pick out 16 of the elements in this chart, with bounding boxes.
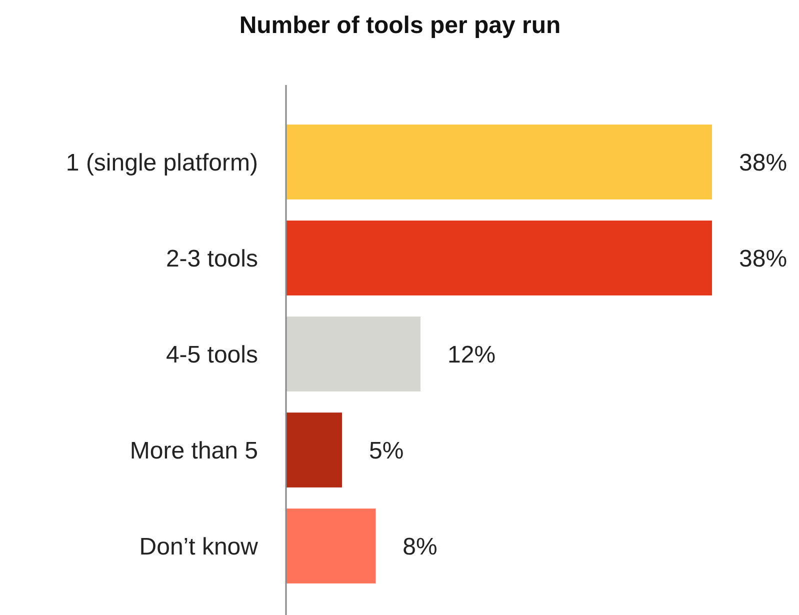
bar <box>286 316 421 392</box>
y-tick-label: More than 5 <box>130 437 258 464</box>
y-tick-label: Don’t know <box>139 533 259 560</box>
chart-title: Number of tools per pay run <box>239 12 561 39</box>
bar <box>286 412 342 488</box>
data-label: 8% <box>402 533 438 560</box>
y-tick-label: 1 (single platform) <box>66 149 258 176</box>
y-tick-label: 4-5 tools <box>166 341 258 368</box>
data-label: 38% <box>739 245 788 272</box>
data-label: 5% <box>369 437 404 464</box>
data-label: 38% <box>739 149 788 176</box>
y-tick-label: 2-3 tools <box>166 245 258 272</box>
bar <box>286 220 712 296</box>
bar <box>286 124 712 200</box>
bar <box>286 508 376 584</box>
data-label: 12% <box>448 341 496 368</box>
